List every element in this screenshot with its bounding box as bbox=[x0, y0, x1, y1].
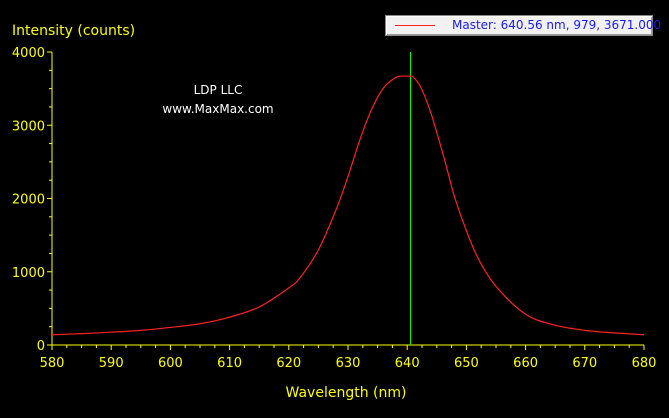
x-tick-label: 660 bbox=[513, 356, 538, 371]
legend[interactable]: Master: 640.56 nm, 979, 3671.000 bbox=[385, 15, 661, 36]
x-tick-label: 630 bbox=[336, 356, 361, 371]
x-tick-label: 620 bbox=[276, 356, 301, 371]
y-tick-label: 1000 bbox=[12, 266, 45, 281]
x-tick-label: 580 bbox=[40, 356, 65, 371]
legend-swatch bbox=[395, 25, 435, 26]
y-axis-label: Intensity (counts) bbox=[12, 23, 135, 39]
x-axis-label: Wavelength (nm) bbox=[286, 385, 407, 401]
legend-text: Master: 640.56 nm, 979, 3671.000 bbox=[452, 18, 662, 32]
axes bbox=[51, 52, 644, 346]
x-tick-label: 680 bbox=[632, 356, 657, 371]
series-line-master bbox=[51, 75, 645, 336]
tick-labels: 0 1000 2000 3000 4000 580 590 600 610 620 630 640 65… bbox=[12, 46, 657, 371]
y-tick-label: 3000 bbox=[12, 119, 45, 134]
x-tick-label: 670 bbox=[572, 356, 597, 371]
ticks bbox=[47, 51, 645, 350]
annotation-website: www.MaxMax.com bbox=[162, 102, 273, 116]
x-tick-label: 600 bbox=[158, 356, 183, 371]
y-tick-label: 0 bbox=[37, 339, 45, 354]
annotation-company: LDP LLC bbox=[194, 83, 243, 97]
x-tick-label: 610 bbox=[217, 356, 242, 371]
x-tick-label: 590 bbox=[99, 356, 124, 371]
x-tick-label: 640 bbox=[395, 356, 420, 371]
y-tick-label: 4000 bbox=[12, 46, 45, 61]
x-tick-label: 650 bbox=[454, 356, 479, 371]
y-tick-label: 2000 bbox=[12, 193, 45, 208]
